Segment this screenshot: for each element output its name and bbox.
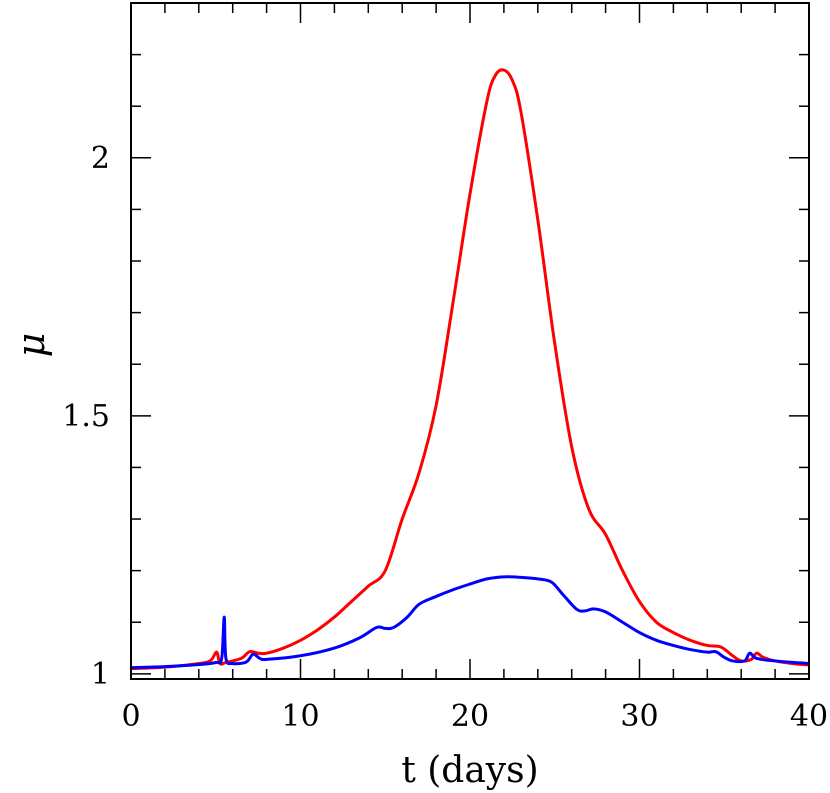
y-tick-label: 1 xyxy=(91,657,110,692)
x-tick-label: 20 xyxy=(451,699,489,734)
series-line-2 xyxy=(130,575,810,670)
series-line-1 xyxy=(130,68,810,671)
tick-layer xyxy=(130,2,810,679)
x-tick-label: 40 xyxy=(790,699,828,734)
series-layer xyxy=(130,68,810,671)
x-axis-label: t (days) xyxy=(401,750,538,791)
label-layer: 0 10 20 30 40 1 1.5 2 xyxy=(62,141,828,734)
y-tick-label: 2 xyxy=(91,141,110,176)
y-axis-label: μ xyxy=(9,333,53,358)
x-tick-label: 0 xyxy=(121,699,140,734)
x-tick-label: 10 xyxy=(281,699,319,734)
plot-frame xyxy=(130,2,810,680)
plot-area xyxy=(130,2,810,680)
y-tick-label: 1.5 xyxy=(62,399,110,434)
x-tick-label: 30 xyxy=(620,699,658,734)
